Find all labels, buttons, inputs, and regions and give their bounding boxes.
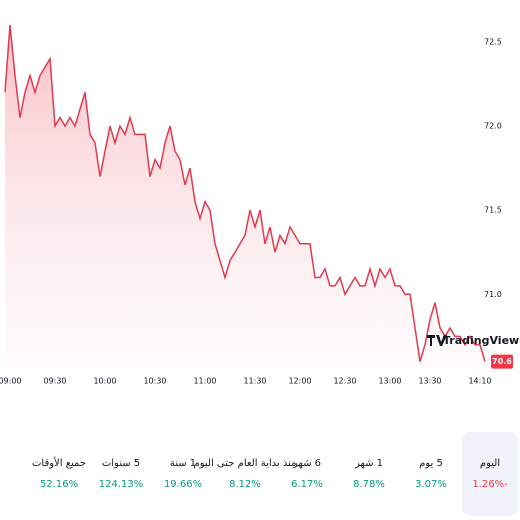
period-change: 8.12% (229, 479, 261, 490)
last-price-label: 70.6 (492, 357, 512, 366)
period-tab[interactable]: 1 سنة 19.66% (152, 432, 214, 516)
x-tick-label: 14:10 (468, 377, 491, 386)
x-tick-label: 09:30 (43, 377, 66, 386)
x-tick-label: 11:30 (243, 377, 266, 386)
logo-icon (427, 335, 447, 346)
logo-text: TradingView (443, 334, 519, 347)
period-change: 19.66% (163, 479, 203, 490)
x-tick-label: 13:30 (418, 377, 441, 386)
period-change: 1.26%- (472, 479, 508, 490)
last-price-box (491, 354, 513, 369)
period-tab[interactable]: جميع الأوقات 52.16% (28, 432, 90, 516)
chart: 71.0 71.5 72.0 72.5 09:00 09:30 10:00 10:30 11:0… (0, 24, 519, 386)
y-tick-label: 71.5 (484, 206, 502, 215)
price-line (4, 24, 486, 362)
period-label: جميع الأوقات (31, 458, 87, 469)
period-change: 124.13% (98, 479, 144, 490)
period-label: 1 شهر (354, 458, 384, 469)
x-tick-label: 10:00 (93, 377, 116, 386)
period-tabs: اليوم 1.26%- 5 يوم 3.07% 1 شهر 8.78% 6 شهر 6.17… (0, 432, 520, 516)
period-change: 8.78% (353, 479, 385, 490)
period-tab[interactable]: منذ بداية العام حتى اليوم 8.12% (194, 432, 297, 516)
period-tab[interactable]: 5 يوم 3.07% (400, 432, 462, 516)
y-tick-label: 72.0 (484, 122, 502, 131)
period-label: 6 شهر (292, 458, 322, 469)
period-tab[interactable]: 1 شهر 8.78% (338, 432, 400, 516)
logo: TradingView (427, 334, 519, 347)
period-label: 5 سنوات (101, 458, 141, 469)
x-tick-label: 13:00 (378, 377, 401, 386)
period-tab[interactable]: اليوم 1.26%- (462, 432, 518, 516)
period-label: اليوم (479, 458, 501, 469)
x-tick-label: 12:30 (333, 377, 356, 386)
area (5, 25, 485, 371)
y-tick-label: 71.0 (484, 290, 502, 299)
x-tick-label: 12:00 (288, 377, 311, 386)
period-tab[interactable]: 5 سنوات 124.13% (90, 432, 152, 516)
x-tick-label: 11:00 (193, 377, 216, 386)
x-tick-label: 10:30 (143, 377, 166, 386)
period-tab[interactable]: 6 شهر 6.17% (276, 432, 338, 516)
period-label: 5 يوم (419, 458, 443, 469)
x-tick-label: 09:00 (0, 377, 22, 386)
period-change: 3.07% (415, 479, 447, 490)
period-change: 6.17% (291, 479, 323, 490)
period-label: 1 سنة (169, 458, 197, 469)
y-tick-label: 72.5 (484, 37, 502, 46)
period-change: 52.16% (39, 479, 79, 490)
period-label: منذ بداية العام حتى اليوم (193, 458, 297, 469)
